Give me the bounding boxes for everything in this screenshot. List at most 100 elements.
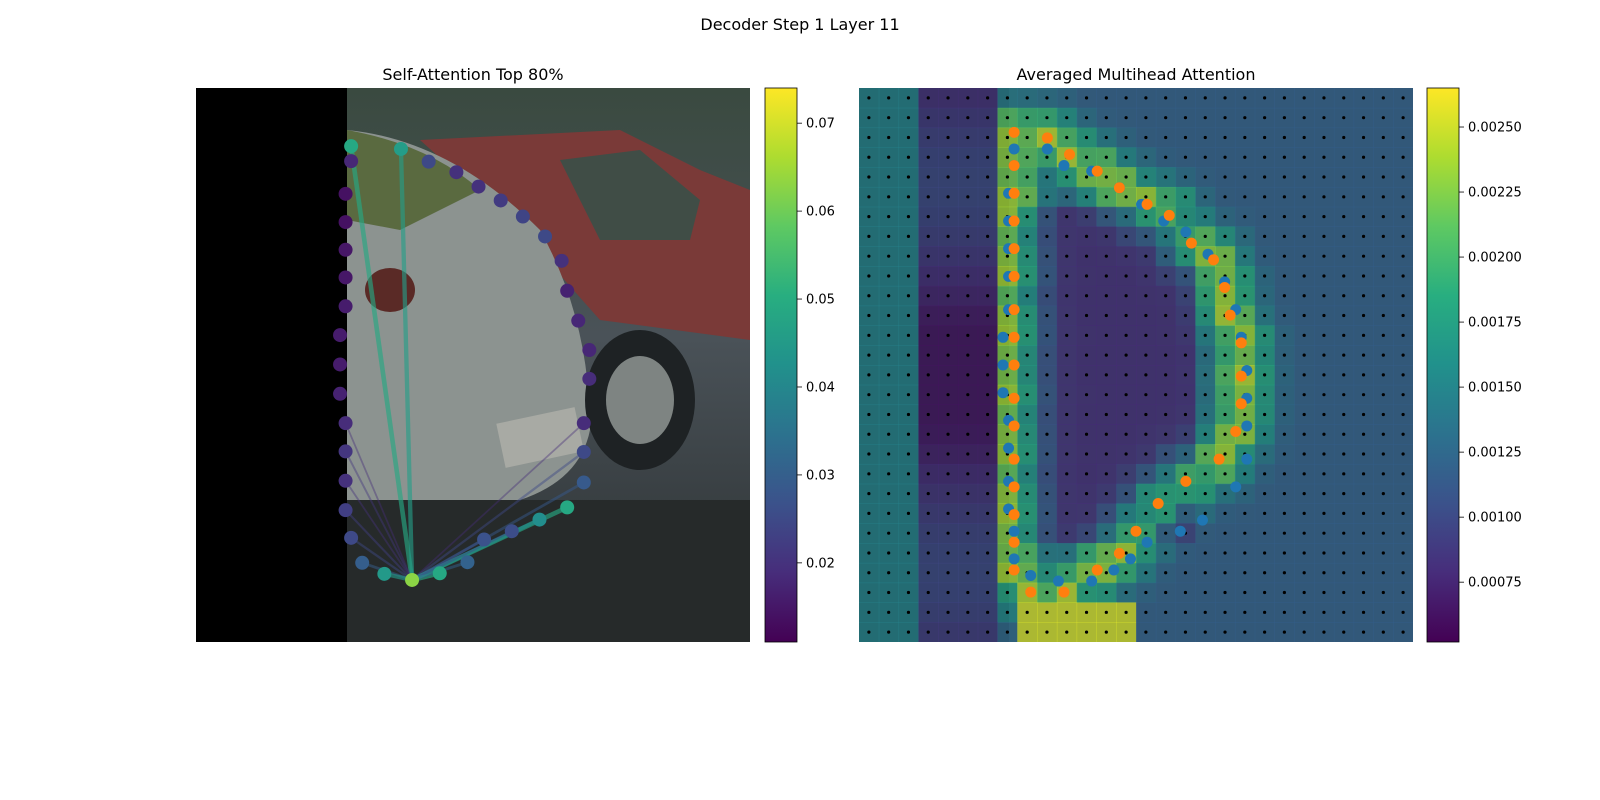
grid-dot [1381, 294, 1385, 298]
grid-dot [1361, 610, 1366, 614]
grid-dot [1263, 313, 1267, 318]
grid-dot [1401, 492, 1405, 496]
grid-dot [946, 511, 950, 515]
grid-dot [1124, 116, 1128, 120]
grid-dot [1401, 412, 1405, 417]
grid-dot [1005, 610, 1009, 614]
grid-dot [1342, 630, 1346, 634]
left-axis-title: Self-Attention Top 80% [382, 65, 563, 84]
orange-point [1113, 182, 1125, 194]
grid-dot [887, 511, 891, 515]
grid-dot [966, 175, 970, 179]
grid-dot [1124, 393, 1128, 397]
grid-dot [1282, 274, 1286, 278]
grid-dot [1401, 234, 1405, 238]
grid-dot [1183, 195, 1188, 199]
grid-dot [1342, 571, 1346, 575]
grid-dot [1084, 610, 1089, 614]
grid-dot [926, 215, 930, 219]
grid-dot [1223, 96, 1227, 100]
grid-dot [1401, 254, 1405, 258]
grid-dot [867, 294, 871, 298]
grid-dot [1045, 254, 1049, 258]
grid-dot [986, 175, 990, 179]
grid-dot [1302, 630, 1306, 634]
grid-dot [867, 135, 871, 140]
grid-dot [1124, 531, 1128, 535]
grid-dot [926, 175, 930, 179]
grid-dot [1302, 254, 1306, 258]
grid-dot [1104, 234, 1108, 238]
grid-dot [946, 96, 950, 100]
grid-dot [1144, 630, 1148, 634]
grid-dot [1005, 96, 1009, 100]
grid-dot [1263, 215, 1267, 219]
grid-dot [1065, 353, 1069, 357]
orange-point [1041, 132, 1053, 144]
grid-dot [1263, 274, 1267, 278]
attention-line [344, 422, 413, 581]
contour-point [582, 371, 597, 386]
grid-dot [867, 492, 871, 496]
grid-dot [1045, 432, 1049, 436]
grid-dot [1381, 492, 1385, 496]
grid-dot [1361, 155, 1366, 159]
grid-dot [1084, 511, 1089, 515]
blue-point [1008, 525, 1020, 537]
grid-dot [1203, 175, 1207, 179]
grid-dot [1401, 531, 1405, 535]
grid-dot [1322, 452, 1326, 456]
grid-dot [1144, 175, 1148, 179]
grid-dot [1322, 492, 1326, 496]
grid-dot [887, 373, 891, 377]
grid-dot [926, 432, 930, 436]
grid-dot [1104, 373, 1108, 377]
grid-dot [1361, 333, 1366, 337]
grid-dot [1361, 412, 1366, 417]
orange-point [1235, 398, 1247, 410]
grid-dot [1104, 412, 1108, 417]
grid-dot [887, 610, 891, 614]
grid-dot [1144, 531, 1148, 535]
grid-dot [986, 551, 990, 555]
grid-dot [1144, 294, 1148, 298]
grid-dot [1005, 353, 1009, 357]
grid-dot [887, 234, 891, 238]
grid-dot [1342, 155, 1346, 159]
grid-dot [1104, 571, 1108, 575]
grid-dot [906, 215, 911, 219]
grid-dot [1223, 610, 1227, 614]
grid-dot [867, 234, 871, 238]
contour-point [532, 512, 547, 527]
grid-dot [1243, 215, 1247, 219]
grid-dot [1322, 274, 1326, 278]
grid-dot [1045, 590, 1049, 595]
grid-dot [1322, 373, 1326, 377]
grid-dot [986, 393, 990, 397]
grid-dot [926, 393, 930, 397]
grid-dot [926, 274, 930, 278]
grid-dot [1342, 313, 1346, 318]
grid-dot [1164, 274, 1168, 278]
orange-point [1008, 481, 1020, 493]
grid-dot [966, 116, 970, 120]
grid-dot [926, 195, 930, 199]
grid-dot [1104, 472, 1108, 476]
grid-dot [926, 353, 930, 357]
grid-dot [1144, 116, 1148, 120]
grid-dot [1243, 294, 1247, 298]
grid-dot [1401, 571, 1405, 575]
grid-dot [906, 571, 911, 575]
contour-point [515, 209, 530, 224]
blue-point [1058, 160, 1070, 172]
grid-dot [1124, 492, 1128, 496]
grid-dot [1322, 571, 1326, 575]
grid-dot [1322, 610, 1326, 614]
contour-point [538, 229, 553, 244]
grid-dot [1164, 313, 1168, 318]
grid-dot [1302, 531, 1306, 535]
grid-dot [1203, 313, 1207, 318]
grid-dot [1124, 155, 1128, 159]
grid-dot [1302, 333, 1306, 337]
grid-dot [1065, 175, 1069, 179]
